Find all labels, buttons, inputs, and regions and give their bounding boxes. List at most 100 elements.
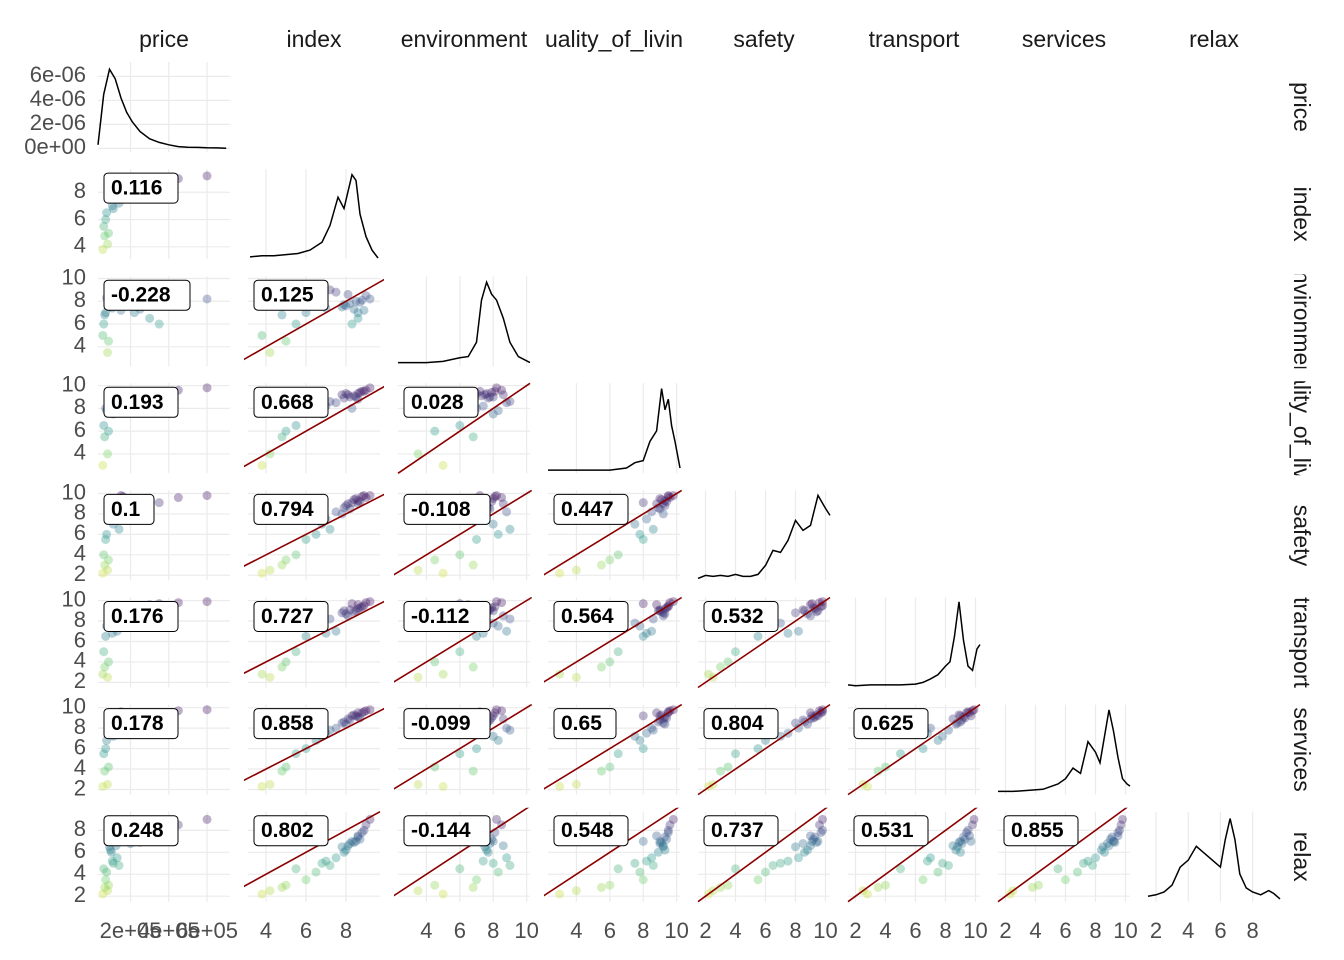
- scatter-point: [663, 492, 673, 502]
- scatter-point: [353, 708, 363, 718]
- scatter-point: [325, 524, 335, 534]
- scatter-point: [257, 781, 267, 791]
- scatter-point: [962, 828, 971, 838]
- scatter-point: [438, 781, 448, 791]
- correlation-box: [853, 708, 929, 740]
- scatter-point: [668, 814, 678, 824]
- scatter-point: [438, 889, 448, 899]
- scatter-point: [478, 401, 488, 411]
- y-tick-label: 4: [74, 233, 86, 258]
- scatter-point: [357, 295, 367, 305]
- scatter-point: [361, 385, 371, 395]
- correlation-box: [703, 708, 779, 740]
- scatter-point: [956, 836, 965, 846]
- x-tick-label: 4: [879, 918, 891, 943]
- x-tick-label: 2: [699, 918, 711, 943]
- scatter-point: [345, 715, 355, 725]
- y-tick-label: 8: [74, 178, 86, 203]
- scatter-point: [968, 820, 977, 830]
- scatter-point: [596, 766, 606, 776]
- scatter-point: [202, 294, 212, 304]
- correlation-box: [253, 386, 329, 418]
- scatter-point: [98, 781, 108, 791]
- scatter-point: [798, 605, 808, 615]
- scatter-point: [502, 723, 512, 733]
- scatter-point: [365, 705, 375, 715]
- correlation-label: 0.737: [711, 819, 764, 842]
- scatter-point: [658, 842, 668, 852]
- column-strip-label: safety: [733, 26, 795, 52]
- scatter-point: [498, 499, 508, 509]
- scatter-point: [959, 832, 968, 842]
- scatter-point: [483, 393, 493, 403]
- scatter-point: [490, 602, 500, 612]
- correlation-box: [403, 386, 479, 418]
- scatter-point: [638, 711, 648, 721]
- column-strip-label: services: [1022, 26, 1106, 52]
- scatter-point: [104, 336, 114, 346]
- scatter-point: [455, 550, 465, 560]
- scatter-point: [806, 611, 815, 621]
- scatter-point: [347, 836, 357, 846]
- scatter-point: [101, 534, 111, 544]
- scatter-point: [365, 814, 375, 824]
- scatter-point: [339, 300, 349, 310]
- scatter-point: [339, 847, 349, 857]
- scatter-point: [896, 864, 905, 874]
- scatter-point: [807, 836, 817, 846]
- scatter-point: [647, 626, 657, 636]
- panel: [398, 276, 531, 367]
- column-strip-label: quality_of_living: [532, 26, 696, 52]
- y-tick-label: 4: [74, 648, 86, 673]
- x-tick-label: 8: [789, 918, 801, 943]
- scatter-point: [331, 398, 341, 408]
- column-strip-label: price: [139, 26, 189, 52]
- scatter-point: [1034, 880, 1043, 890]
- scatter-point: [488, 836, 498, 846]
- scatter-point: [343, 841, 353, 851]
- correlation-label: 0.802: [261, 819, 314, 842]
- scatter-point: [353, 394, 363, 404]
- scatter-point: [1091, 853, 1100, 863]
- scatter-point: [349, 607, 359, 617]
- scatter-point: [291, 864, 301, 874]
- correlation-box: [253, 815, 329, 847]
- scatter-point: [365, 294, 375, 304]
- scatter-point: [658, 499, 668, 509]
- scatter-point: [704, 669, 713, 679]
- scatter-point: [105, 845, 115, 855]
- scatter-point: [265, 672, 275, 682]
- scatter-point: [281, 336, 291, 346]
- scatter-point: [341, 501, 351, 511]
- scatter-point: [657, 710, 667, 720]
- scatter-point: [658, 509, 668, 519]
- scatter-point: [468, 766, 478, 776]
- correlation-box: [103, 815, 179, 847]
- correlation-label: 0.727: [261, 605, 314, 628]
- scatter-point: [953, 842, 962, 852]
- scatter-point: [349, 391, 359, 401]
- x-tick-label: 2: [999, 918, 1011, 943]
- y-tick-label: 6: [74, 627, 86, 652]
- correlation-box: [703, 601, 779, 632]
- scatter-point: [337, 608, 347, 618]
- correlation-label: 0.794: [261, 498, 314, 521]
- scatter-point: [490, 492, 500, 502]
- scatter-point: [794, 853, 803, 863]
- scatter-point: [413, 779, 423, 789]
- scatter-point: [202, 383, 212, 393]
- scatter-point: [99, 749, 109, 759]
- scatter-point: [638, 836, 648, 846]
- y-tick-label: 6: [74, 838, 86, 863]
- correlation-label: -0.099: [411, 712, 471, 735]
- scatter-point: [357, 602, 367, 612]
- scatter-point: [502, 853, 512, 863]
- scatter-point: [555, 781, 565, 791]
- scatter-point: [881, 880, 890, 890]
- scatter-point: [455, 420, 465, 430]
- scatter-point: [938, 731, 947, 741]
- scatter-point: [353, 308, 363, 318]
- scatter-point: [353, 604, 363, 614]
- scatter-point: [361, 493, 371, 503]
